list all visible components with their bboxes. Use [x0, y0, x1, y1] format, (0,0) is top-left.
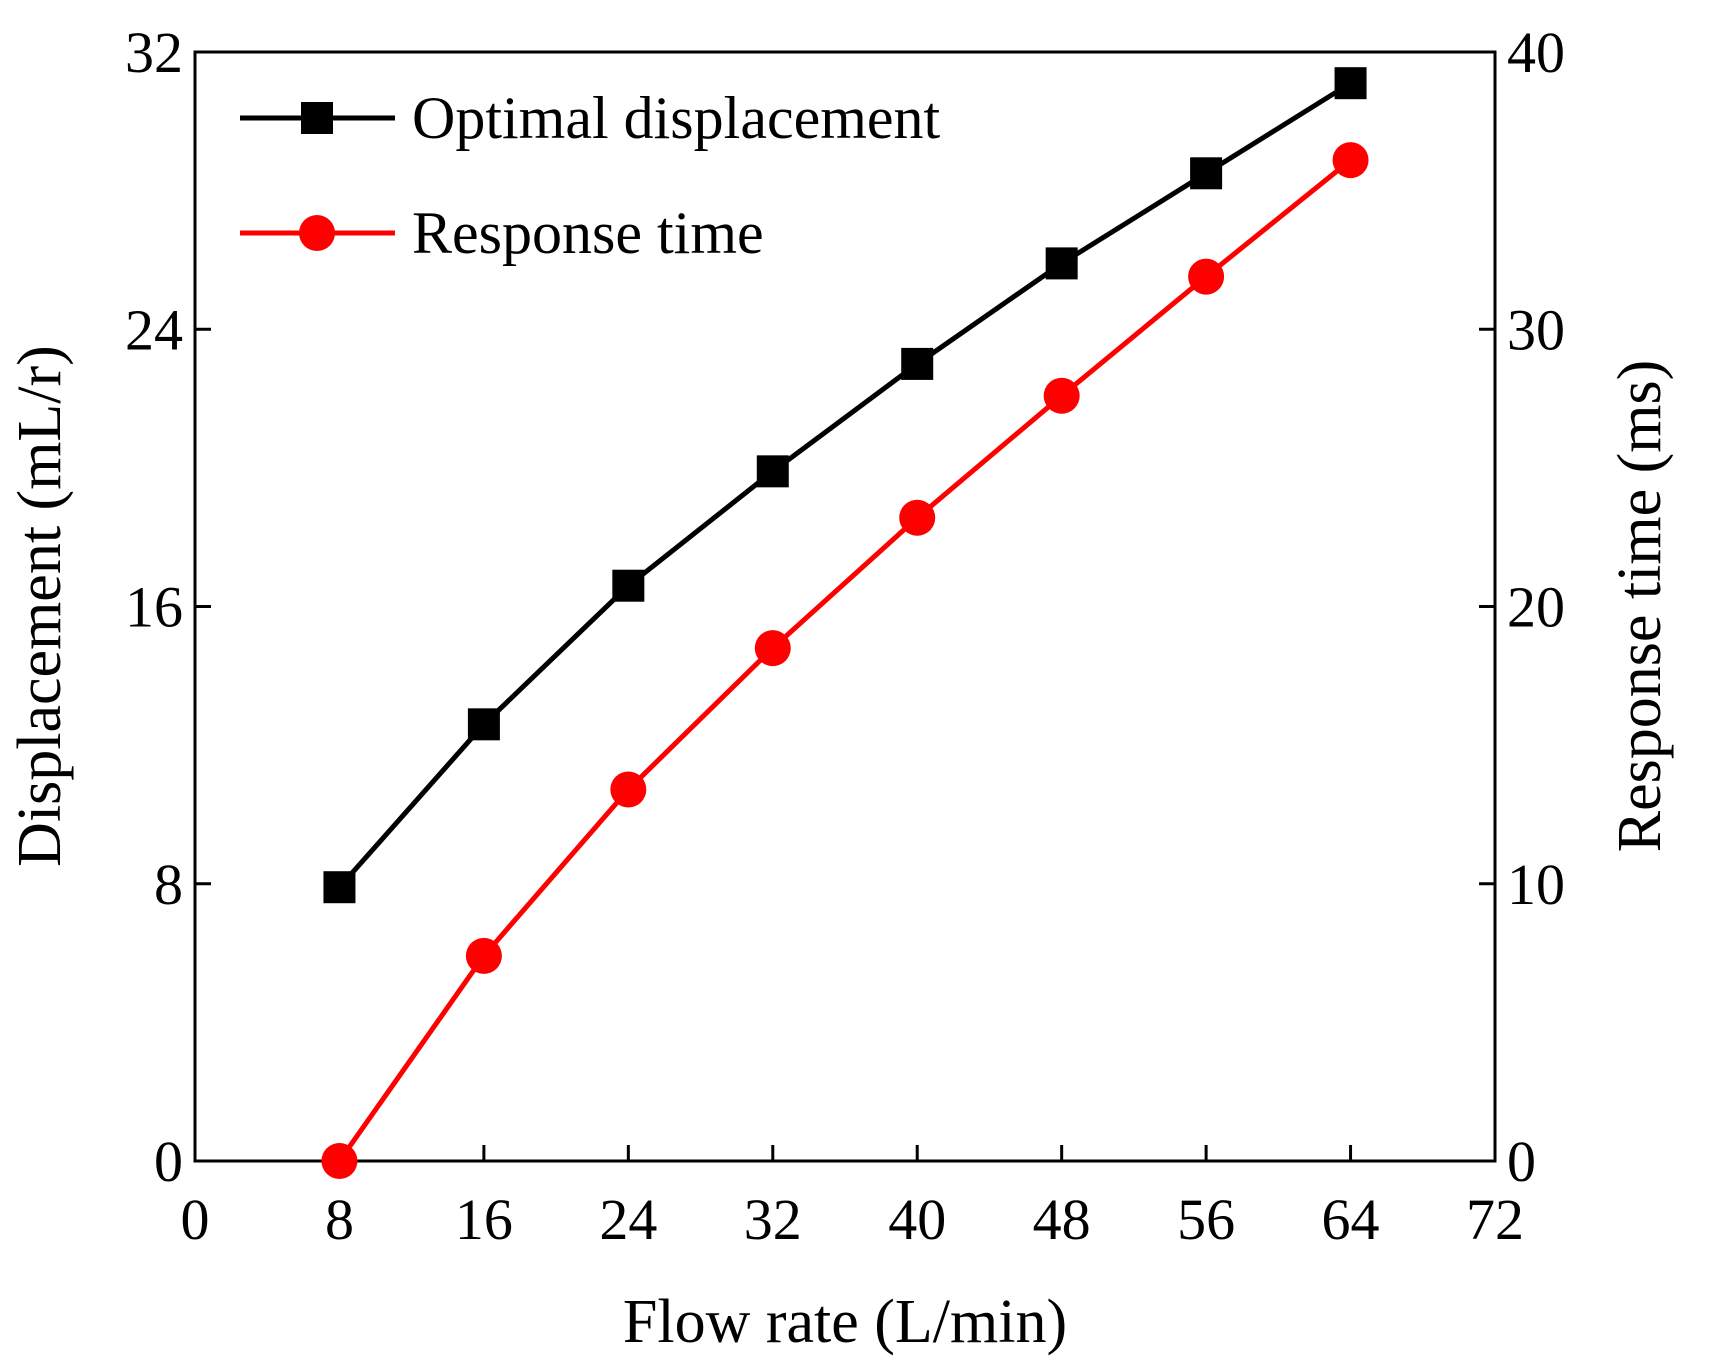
data-point-circle: [321, 1143, 358, 1179]
data-point-circle: [899, 499, 936, 536]
y-left-tick-label: 16: [125, 575, 183, 640]
y-axis-title-left: Displacement (mL/r): [6, 345, 74, 867]
x-tick-label: 16: [455, 1187, 513, 1252]
data-point-square: [612, 569, 645, 602]
series-line-1: [337, 81, 1352, 889]
x-tick-label: 32: [744, 1187, 802, 1252]
y-right-tick-label: 0: [1507, 1129, 1536, 1194]
data-point-circle: [754, 630, 791, 667]
series-line-2: [337, 158, 1353, 1163]
y-left-tick-label: 24: [125, 297, 183, 362]
data-point-square: [1190, 157, 1223, 190]
data-point-square: [1045, 247, 1078, 280]
data-point-square: [901, 347, 934, 380]
y-right-tick-label: 30: [1507, 297, 1565, 362]
data-point-square: [756, 455, 789, 488]
series-layer: [321, 67, 1369, 1179]
legend-marker-square: [301, 102, 333, 134]
y-left-tick-label: 8: [154, 852, 183, 917]
legend: Optimal displacement Response time: [240, 85, 941, 266]
x-tick-label: 72: [1466, 1187, 1524, 1252]
y-axis-title-right: Response time (ms): [1606, 360, 1674, 853]
x-tick-label: 48: [1033, 1187, 1091, 1252]
plot-frame: [193, 50, 1497, 1163]
legend-marker-circle: [299, 215, 335, 251]
x-tick-label: 64: [1322, 1187, 1380, 1252]
y-right-tick-label: 40: [1507, 20, 1565, 85]
data-point-square: [323, 871, 356, 904]
x-tick-label: 56: [1177, 1187, 1235, 1252]
data-point-square: [467, 708, 500, 741]
data-point-circle: [1188, 258, 1225, 295]
data-point-circle: [465, 937, 502, 974]
y-left-tick-label: 32: [125, 20, 183, 85]
data-point-circle: [1043, 377, 1080, 414]
y-left-tick-label: 0: [154, 1129, 183, 1194]
legend-label: Optimal displacement: [412, 85, 941, 151]
x-tick-label: 8: [325, 1187, 354, 1252]
x-tick-label: 0: [181, 1187, 210, 1252]
y-right-tick-label: 10: [1507, 852, 1565, 917]
data-point-circle: [1332, 142, 1369, 179]
x-tick-label: 40: [888, 1187, 946, 1252]
legend-label: Response time: [412, 200, 764, 266]
x-tick-label: 24: [599, 1187, 657, 1252]
data-point-square: [1334, 67, 1367, 100]
data-point-circle: [610, 771, 647, 808]
x-axis-title: Flow rate (L/min): [623, 1288, 1067, 1356]
y-right-tick-label: 20: [1507, 575, 1565, 640]
